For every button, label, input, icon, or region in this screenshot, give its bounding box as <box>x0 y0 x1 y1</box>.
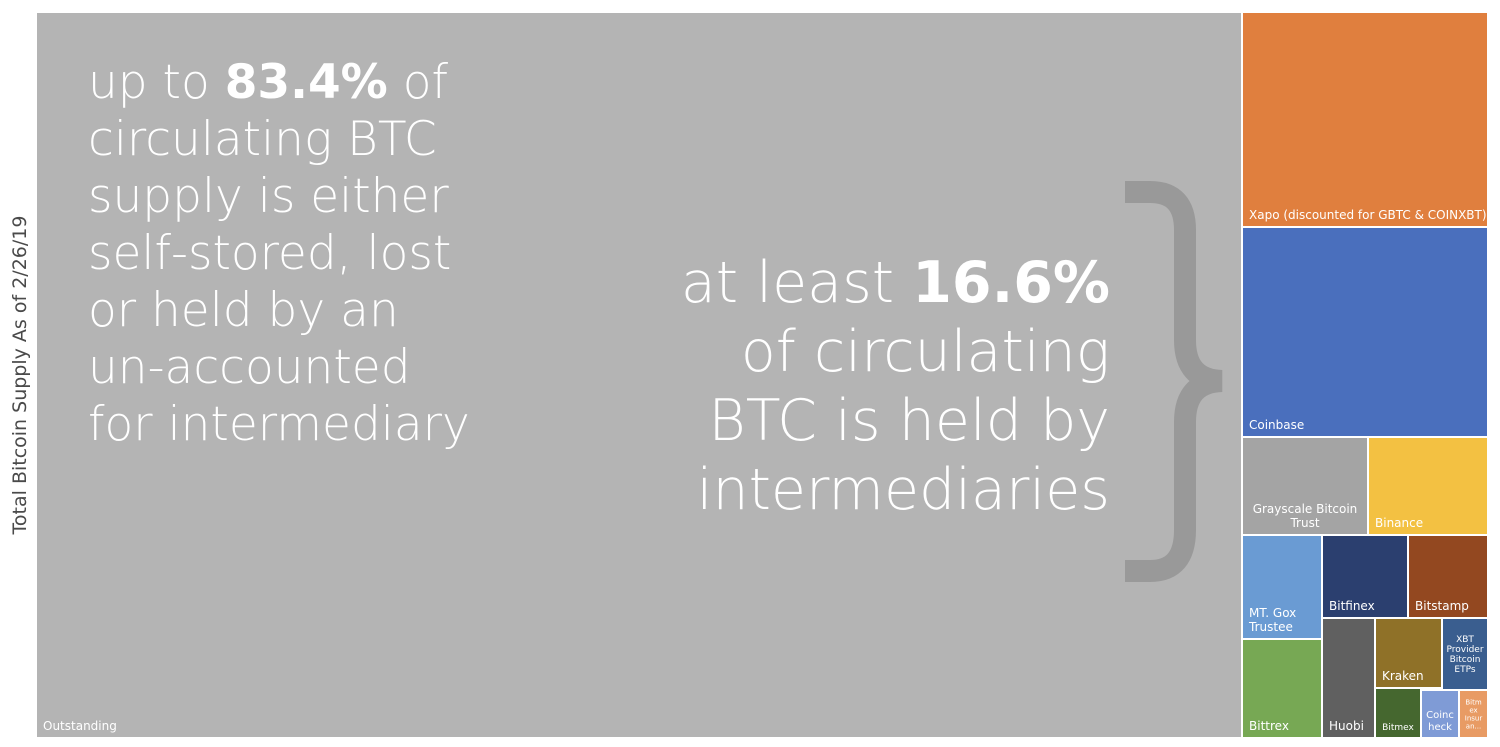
callouts: up to 83.4% of circulating BTC supply is e… <box>88 55 1110 523</box>
treemap-label-kraken: Kraken <box>1382 669 1424 683</box>
treemap-rect-huobi <box>1323 619 1374 737</box>
treemap-cell-xbt-provider-bitcoin-etps: XBT Provider Bitcoin ETPs <box>1443 619 1487 689</box>
treemap-label-coincheck: Coinc heck <box>1426 710 1454 733</box>
treemap-rect-coinbase <box>1243 228 1487 436</box>
treemap-cell-huobi: Huobi <box>1323 619 1374 737</box>
treemap-rect-outstanding <box>37 13 1241 737</box>
treemap-cell-coincheck: Coinc heck <box>1422 691 1458 737</box>
treemap-label-mt-gox-trustee: MT. Gox Trustee <box>1248 606 1296 634</box>
treemap-cell-mt-gox-trustee: MT. Gox Trustee <box>1243 536 1321 638</box>
treemap-rect-grayscale-bitcoin-trust <box>1243 438 1367 534</box>
callout-left-text: up to 83.4% of circulating BTC supply is e… <box>88 55 470 452</box>
treemap-cells: Outstanding Xapo (discounted for GBTC & C… <box>37 13 1487 737</box>
treemap-label-bitmex-insurance: Bitm ex Insur an... <box>1465 698 1483 730</box>
treemap-cell-bitmex-insurance: Bitm ex Insur an... <box>1460 691 1487 737</box>
brace-shape <box>1125 181 1223 582</box>
treemap-rect-bitmex <box>1376 689 1420 737</box>
treemap-label-xapo-discounted-for-gbtc-coinxbt: Xapo (discounted for GBTC & COINXBT) <box>1249 208 1487 222</box>
treemap-label-bitfinex: Bitfinex <box>1329 599 1375 613</box>
treemap-rect-bitfinex <box>1323 536 1407 617</box>
treemap-cell-coinbase: Coinbase <box>1243 228 1487 436</box>
treemap-cell-grayscale-bitcoin-trust: Grayscale Bitcoin Trust <box>1243 438 1367 534</box>
treemap-cell-bitfinex: Bitfinex <box>1323 536 1407 617</box>
treemap-label-xbt-provider-bitcoin-etps: XBT Provider Bitcoin ETPs <box>1446 635 1483 675</box>
treemap-rect-bitstamp <box>1409 536 1487 617</box>
treemap-label-coinbase: Coinbase <box>1249 418 1304 432</box>
treemap-cell-kraken: Kraken <box>1376 619 1441 687</box>
treemap-rect-xapo-discounted-for-gbtc-coinxbt <box>1243 13 1487 226</box>
treemap-cell-bitmex: Bitmex <box>1376 689 1420 737</box>
treemap-label-bitstamp: Bitstamp <box>1415 599 1469 613</box>
treemap-cell-xapo-discounted-for-gbtc-coinxbt: Xapo (discounted for GBTC & COINXBT) <box>1243 13 1487 226</box>
callout-right-text: at least 16.6% of circulating BTC is held … <box>681 250 1110 523</box>
treemap-cell-binance: Binance <box>1369 438 1487 534</box>
treemap-cell-bittrex: Bittrex <box>1243 640 1321 737</box>
treemap-label-binance: Binance <box>1375 516 1423 530</box>
treemap-rect-mt-gox-trustee <box>1243 536 1321 638</box>
treemap-cell-bitstamp: Bitstamp <box>1409 536 1487 617</box>
treemap-rect-bitmex-insurance <box>1460 691 1487 737</box>
treemap-label-grayscale-bitcoin-trust: Grayscale Bitcoin Trust <box>1253 502 1358 530</box>
treemap-label-huobi: Huobi <box>1329 719 1364 733</box>
treemap-rect-kraken <box>1376 619 1441 687</box>
treemap-rect-bittrex <box>1243 640 1321 737</box>
treemap-cell-outstanding: Outstanding <box>37 13 1241 737</box>
treemap-rect-coincheck <box>1422 691 1458 737</box>
treemap-rect-xbt-provider-bitcoin-etps <box>1443 619 1487 689</box>
treemap-label-bittrex: Bittrex <box>1249 719 1289 733</box>
treemap-label-bitmex: Bitmex <box>1382 723 1414 733</box>
treemap-rect-binance <box>1369 438 1487 534</box>
treemap-label-outstanding: Outstanding <box>43 719 117 733</box>
